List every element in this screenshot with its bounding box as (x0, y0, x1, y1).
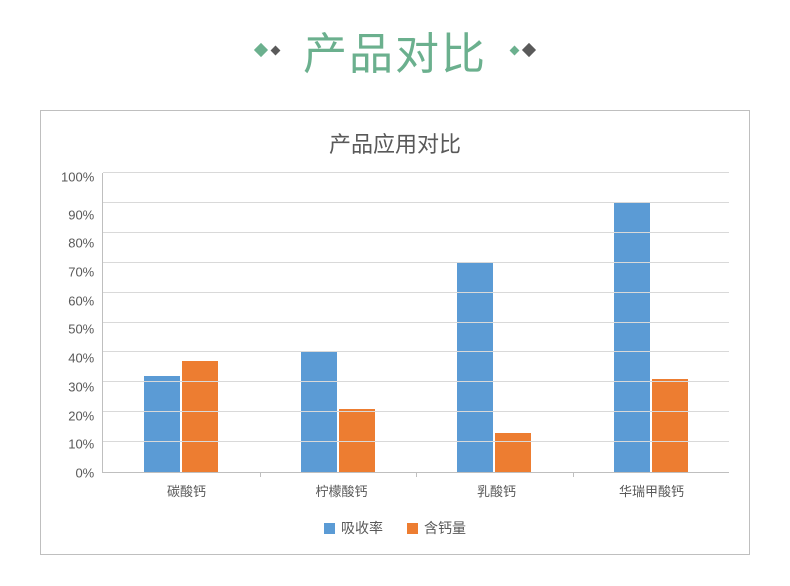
y-tick-label: 90% (68, 208, 94, 221)
y-tick-label: 100% (61, 170, 94, 183)
legend-label: 吸收率 (341, 518, 383, 538)
gridline (103, 322, 729, 323)
legend-item: 吸收率 (324, 518, 383, 538)
y-tick-label: 40% (68, 352, 94, 365)
plot-area: 100%90%80%70%60%50%40%30%20%10%0% (61, 173, 729, 473)
y-tick-label: 50% (68, 323, 94, 336)
x-tick-label: 华瑞甲酸钙 (574, 481, 729, 500)
y-tick-label: 30% (68, 380, 94, 393)
chart-container: 产品应用对比 100% 90% 80% 70% 60% 50% 40% 30% 20% 10% 0%… (40, 110, 750, 555)
category-group (103, 173, 259, 472)
bar (495, 433, 531, 472)
y-tick-label: 20% (68, 409, 94, 422)
x-tick-label: 乳酸钙 (419, 481, 574, 500)
bar (652, 379, 688, 472)
category-group (416, 173, 572, 472)
gridline (103, 441, 729, 442)
x-tick-label: 碳酸钙 (109, 481, 264, 500)
x-axis-labels: 碳酸钙柠檬酸钙乳酸钙华瑞甲酸钙 (109, 473, 729, 500)
legend-swatch (407, 523, 418, 534)
bars-area (102, 173, 729, 473)
legend-swatch (324, 523, 335, 534)
gridline (103, 351, 729, 352)
gridline (103, 172, 729, 173)
page-title: 产品对比 (303, 18, 487, 82)
bar (182, 361, 218, 472)
gridline (103, 292, 729, 293)
bar (301, 352, 337, 472)
gridline (103, 202, 729, 203)
gridline (103, 262, 729, 263)
diamond-icon (510, 45, 520, 55)
y-tick-label: 0% (75, 466, 94, 479)
y-tick-label: 80% (68, 237, 94, 250)
x-tick-label: 柠檬酸钙 (264, 481, 419, 500)
diamond-icon (522, 43, 536, 57)
chart-title: 产品应用对比 (61, 127, 729, 159)
bar (144, 376, 180, 472)
legend: 吸收率 含钙量 (61, 518, 729, 538)
legend-label: 含钙量 (424, 518, 466, 538)
category-group (573, 173, 729, 472)
page-header: 产品对比 (0, 0, 790, 110)
y-tick-label: 70% (68, 266, 94, 279)
decoration-right (511, 45, 534, 55)
y-axis: 100%90%80%70%60%50%40%30%20%10%0% (61, 173, 102, 473)
y-tick-label: 10% (68, 438, 94, 451)
category-group (260, 173, 416, 472)
gridline (103, 411, 729, 412)
legend-item: 含钙量 (407, 518, 466, 538)
diamond-icon (271, 45, 281, 55)
y-tick-label: 60% (68, 294, 94, 307)
diamond-icon (254, 43, 268, 57)
gridline (103, 381, 729, 382)
gridline (103, 232, 729, 233)
decoration-left (256, 45, 279, 55)
bar (614, 203, 650, 472)
